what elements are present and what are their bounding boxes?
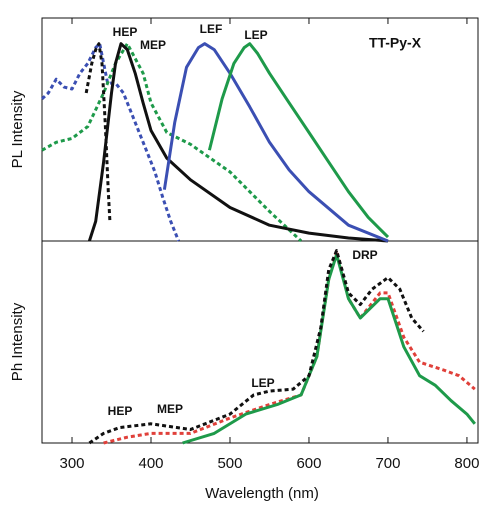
x-tick-label: 800: [454, 455, 479, 472]
annotation: MEP: [140, 38, 166, 52]
series-line: [41, 42, 303, 243]
series-line: [103, 249, 476, 445]
x-tick-label: 400: [138, 455, 163, 472]
series-line: [88, 249, 425, 445]
y-axis-label: Ph Intensity: [9, 302, 26, 381]
plot-frame: [41, 17, 479, 444]
annotation: LEP: [251, 376, 274, 390]
annotation: HEP: [113, 25, 138, 39]
x-tick-label: 300: [59, 455, 84, 472]
y-axis-label: PL Intensity: [9, 90, 26, 168]
annotation: MEP: [157, 402, 183, 416]
series-line: [40, 42, 180, 242]
x-tick-label: 500: [217, 455, 242, 472]
series-line: [162, 42, 389, 243]
annotation: LEF: [200, 22, 223, 36]
chart-title: TT-Py-X: [369, 35, 422, 51]
annotation: LEP: [244, 28, 267, 42]
annotation: DRP: [352, 248, 377, 262]
x-axis-label: Wavelength (nm): [205, 485, 319, 502]
series-line: [182, 253, 476, 445]
annotation: HEP: [108, 404, 133, 418]
series-line: [87, 42, 389, 243]
series-line: [207, 42, 390, 239]
x-tick-label: 600: [296, 455, 321, 472]
x-tick-label: 700: [375, 455, 400, 472]
